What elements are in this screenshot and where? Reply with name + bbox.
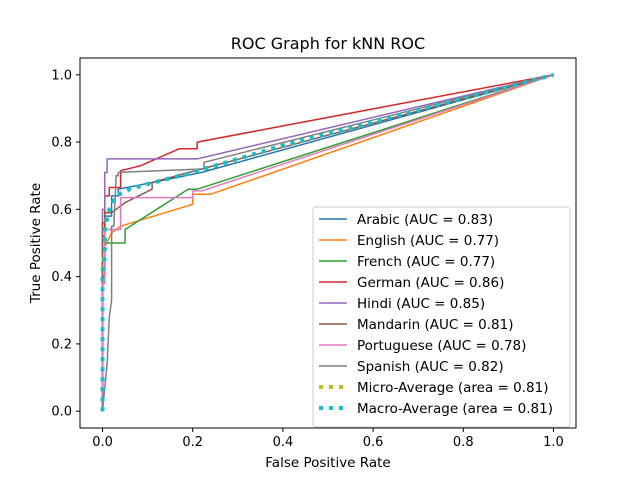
- x-tick-label: 0.8: [453, 435, 474, 450]
- legend-label-spanish: Spanish (AUC = 0.82): [357, 359, 504, 375]
- legend-box: [312, 206, 571, 428]
- x-tick-label: 0.0: [92, 435, 113, 450]
- legend: Arabic (AUC = 0.83) English (AUC = 0.77) F…: [312, 206, 571, 428]
- y-tick-label: 0.6: [51, 203, 72, 218]
- y-tick-label: 0.2: [51, 337, 72, 352]
- series-line-portuguese: [101, 74, 554, 412]
- legend-label-hindi: Hindi (AUC = 0.85): [357, 296, 485, 312]
- legend-label-arabic: Arabic (AUC = 0.83): [357, 212, 493, 228]
- axes: 0.0 0.2 0.4 0.6 0.8 1.0 0.0 0.2 0.4 0.6 0.8 1.0: [51, 57, 577, 450]
- series-line-spanish: [101, 74, 554, 412]
- x-tick-label: 0.4: [273, 435, 294, 450]
- legend-label-macro-average: Macro-Average (area = 0.81): [357, 401, 553, 417]
- x-tick-label: 0.6: [363, 435, 384, 450]
- series-line-french: [101, 74, 554, 412]
- legend-label-micro-average: Micro-Average (area = 0.81): [357, 380, 548, 396]
- legend-label-mandarin: Mandarin (AUC = 0.81): [357, 317, 514, 333]
- x-axis-label: False Positive Rate: [265, 455, 390, 471]
- y-tick-label: 1.0: [51, 68, 72, 83]
- plot-frame: [79, 57, 577, 429]
- chart-title: ROC Graph for kNN ROC: [231, 34, 425, 53]
- legend-label-english: English (AUC = 0.77): [357, 233, 499, 249]
- legend-label-french: French (AUC = 0.77): [357, 254, 495, 270]
- y-tick-label: 0.8: [51, 136, 72, 151]
- y-tick-label: 0.0: [51, 405, 72, 420]
- x-tick-label: 1.0: [543, 435, 564, 450]
- series-line-macro-average: [100, 72, 555, 412]
- legend-label-portuguese: Portuguese (AUC = 0.78): [357, 338, 526, 354]
- series-line-hindi: [101, 74, 554, 412]
- y-axis-label: True Positive Rate: [28, 183, 44, 304]
- y-tick-label: 0.4: [51, 270, 72, 285]
- x-tick-label: 0.2: [182, 435, 203, 450]
- legend-label-german: German (AUC = 0.86): [357, 275, 504, 291]
- plot-area: [100, 72, 555, 412]
